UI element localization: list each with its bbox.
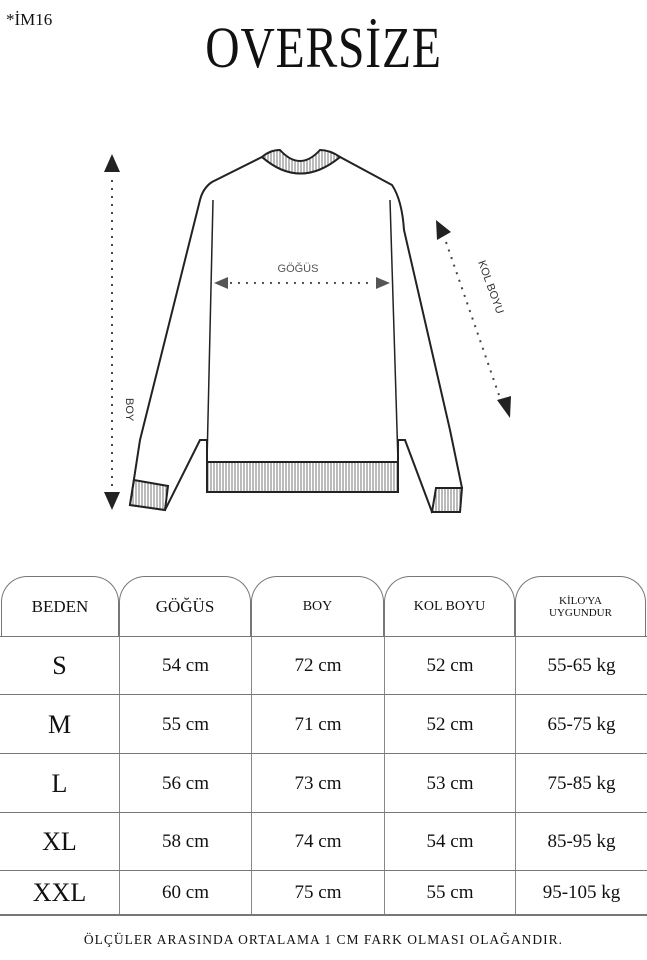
product-code: *İM16	[6, 10, 53, 29]
page-title: OVERSİZE	[205, 15, 442, 80]
cell-weight: 95-105 kg	[515, 871, 647, 915]
cell-chest: 60 cm	[119, 871, 251, 915]
cell-length: 73 cm	[251, 754, 384, 813]
cell-size: XXL	[32, 878, 87, 907]
cell-sleeve: 53 cm	[384, 754, 515, 813]
cell-weight: 85-95 kg	[515, 813, 647, 871]
table-bottom-border	[0, 914, 647, 916]
cell-sleeve: 54 cm	[384, 813, 515, 871]
header-weight-line1: KİLO'YA	[559, 594, 602, 607]
footer-note: ÖLÇÜLER ARASINDA ORTALAMA 1 CM FARK OLMA…	[83, 932, 564, 947]
chest-arrow	[214, 277, 390, 289]
header-weight-line2: UYGUNDUR	[549, 606, 612, 619]
sweater-diagram: BOY KOL BOYU GÖĞÜS	[104, 148, 511, 514]
cell-length: 71 cm	[251, 695, 384, 754]
table-row: XL 58 cm 74 cm 54 cm 85-95 kg	[0, 812, 647, 871]
cell-chest: 55 cm	[119, 695, 251, 754]
cell-chest: 58 cm	[119, 813, 251, 871]
chest-label: GÖĞÜS	[278, 262, 319, 275]
cell-length: 74 cm	[251, 813, 384, 871]
cell-size: XL	[42, 827, 77, 856]
table-row: L 56 cm 73 cm 53 cm 75-85 kg	[0, 753, 647, 813]
sleeve-arrow	[436, 220, 511, 418]
cell-size: M	[47, 709, 72, 739]
cell-sleeve: 55 cm	[384, 871, 515, 915]
cell-chest: 56 cm	[119, 754, 251, 813]
sleeve-label: KOL BOYU	[475, 259, 505, 316]
header-sleeve: KOL BOYU	[384, 576, 515, 636]
cell-size: L	[51, 768, 68, 798]
header-weight: KİLO'YA UYGUNDUR	[515, 576, 646, 636]
table-row: S 54 cm 72 cm 52 cm 55-65 kg	[0, 636, 647, 695]
table-row: XXL 60 cm 75 cm 55 cm 95-105 kg	[0, 870, 647, 915]
length-label: BOY	[123, 398, 135, 422]
sweater-outline	[128, 148, 464, 514]
cell-sleeve: 52 cm	[384, 695, 515, 754]
header-chest: GÖĞÜS	[119, 576, 251, 636]
cell-sleeve: 52 cm	[384, 637, 515, 695]
cell-chest: 54 cm	[119, 637, 251, 695]
cell-weight: 65-75 kg	[515, 695, 647, 754]
table-row: M 55 cm 71 cm 52 cm 65-75 kg	[0, 694, 647, 754]
cell-weight: 75-85 kg	[515, 754, 647, 813]
header-size: BEDEN	[1, 576, 119, 636]
cell-size: S	[52, 651, 67, 680]
cell-length: 75 cm	[251, 871, 384, 915]
cell-length: 72 cm	[251, 637, 384, 695]
length-arrow	[104, 154, 120, 510]
cell-weight: 55-65 kg	[515, 637, 647, 695]
header-length: BOY	[251, 576, 384, 636]
